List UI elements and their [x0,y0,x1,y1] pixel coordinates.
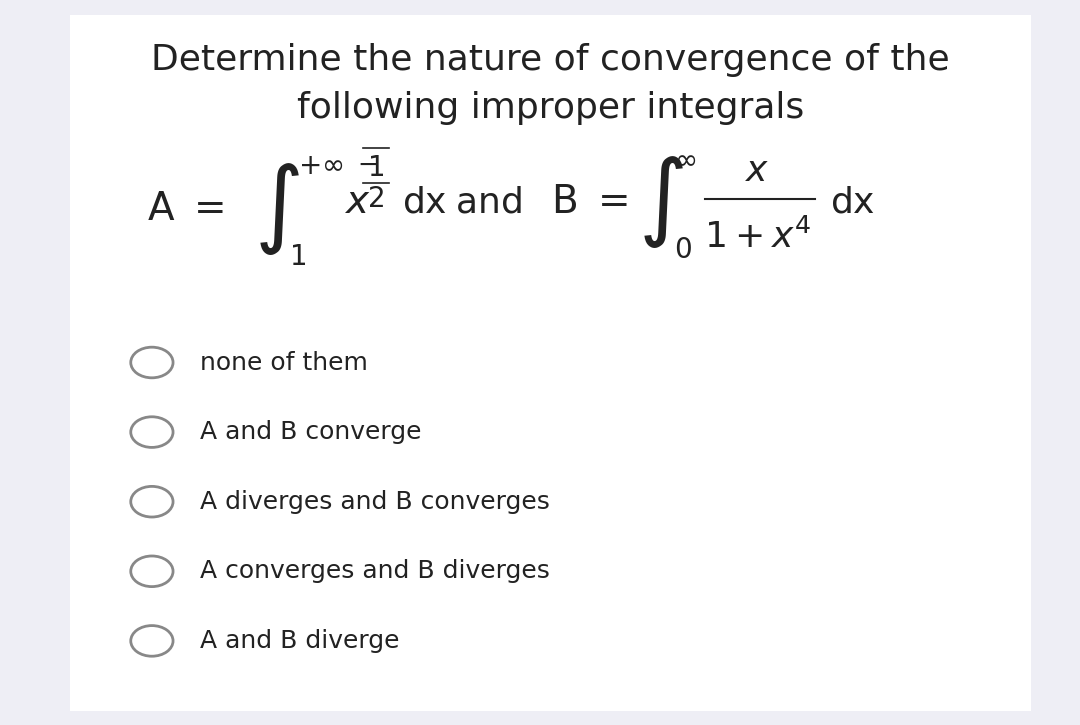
Text: $+\infty$: $+\infty$ [298,152,343,181]
Text: A and B diverge: A and B diverge [200,629,400,653]
Text: $\mathrm{dx}$: $\mathrm{dx}$ [402,186,447,220]
Text: A converges and B diverges: A converges and B diverges [200,559,550,584]
Text: $x$: $x$ [745,154,770,188]
Text: $1 + x^4$: $1 + x^4$ [704,219,811,255]
Text: $\mathrm{dx}$: $\mathrm{dx}$ [829,186,875,220]
Text: $\mathrm{and}$: $\mathrm{and}$ [455,186,522,220]
Text: none of them: none of them [200,350,368,375]
Text: $\int$: $\int$ [638,154,685,250]
Text: $2$: $2$ [367,185,384,213]
Text: $-$: $-$ [356,152,377,176]
Text: A diverges and B converges: A diverges and B converges [200,489,550,514]
Text: $0$: $0$ [674,236,691,264]
Text: $\int$: $\int$ [254,162,300,257]
Text: Determine the nature of convergence of the: Determine the nature of convergence of t… [151,43,950,77]
Text: $\mathsf{A\ =}$: $\mathsf{A\ =}$ [147,191,225,228]
Text: $\infty$: $\infty$ [674,145,696,173]
Text: $x$: $x$ [345,183,370,221]
Text: $\mathsf{B\ =}$: $\mathsf{B\ =}$ [551,183,629,221]
Text: $1$: $1$ [289,243,307,270]
Text: A and B converge: A and B converge [200,420,421,444]
Text: following improper integrals: following improper integrals [297,91,805,125]
Text: $1$: $1$ [367,154,384,182]
